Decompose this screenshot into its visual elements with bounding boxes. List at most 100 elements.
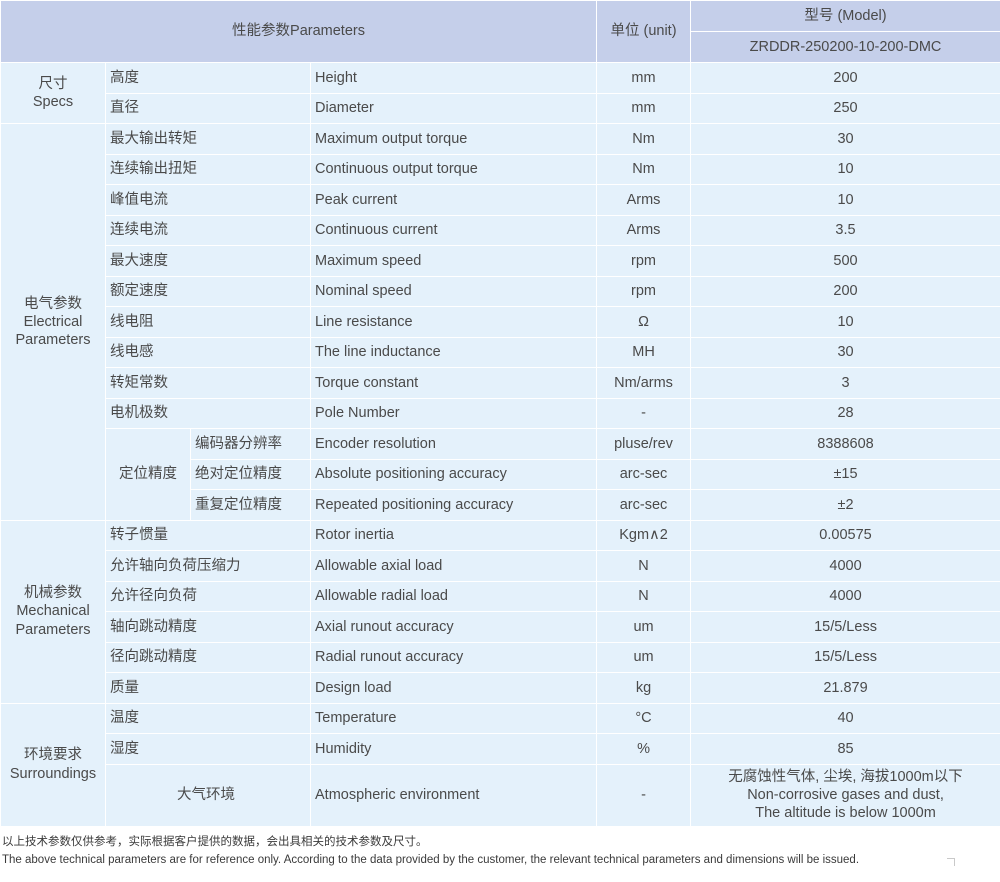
- param-name-cn: 最大输出转矩: [105, 123, 311, 155]
- param-value: 10: [690, 306, 1000, 338]
- param-unit: Arms: [596, 214, 692, 246]
- param-name-cn: 编码器分辨率: [190, 428, 311, 460]
- param-name-en: The line inductance: [309, 336, 598, 368]
- param-name-en: Maximum speed: [309, 245, 598, 277]
- param-name-en: Maximum output torque: [309, 123, 598, 155]
- param-unit: Nm: [596, 153, 692, 185]
- table-row: 电机极数 Pole Number - 28: [1, 397, 1000, 429]
- table-row: 定位精度 编码器分辨率 Encoder resolution pluse/rev…: [1, 428, 1000, 521]
- group-label-en-line1: Mechanical: [16, 603, 90, 620]
- group-label-cn: 尺寸: [38, 75, 68, 92]
- table-row: 峰值电流 Peak current Arms 10: [1, 184, 1000, 216]
- param-unit: Nm/arms: [596, 367, 692, 399]
- param-unit: arc-sec: [596, 458, 692, 490]
- param-name-cn: 转子惯量: [105, 519, 311, 551]
- param-name-cn: 额定速度: [105, 275, 311, 307]
- param-name-en: Peak current: [309, 184, 598, 216]
- table-row: 线电阻 Line resistance Ω 10: [1, 306, 1000, 338]
- group-label-specs: 尺寸 Specs: [0, 62, 106, 124]
- group-label-cn: 电气参数: [24, 295, 82, 312]
- table-row: 机械参数 Mechanical Parameters 转子惯量 Rotor in…: [0, 519, 1000, 704]
- param-name-cn: 径向跳动精度: [105, 641, 311, 673]
- header-parameters: 性能参数Parameters: [0, 0, 598, 63]
- param-value: 4000: [690, 580, 1000, 612]
- param-unit: kg: [596, 672, 692, 704]
- param-value: 10: [690, 153, 1000, 185]
- param-unit: -: [596, 763, 692, 827]
- group-label-cn: 机械参数: [24, 585, 82, 602]
- group-label-cn: 环境要求: [24, 747, 82, 764]
- table-row: 径向跳动精度 Radial runout accuracy um 15/5/Le…: [1, 641, 1000, 673]
- param-unit: um: [596, 611, 692, 643]
- param-unit: um: [596, 641, 692, 673]
- param-name-en: Line resistance: [309, 306, 598, 338]
- param-unit: pluse/rev: [596, 428, 692, 460]
- param-name-cn: 峰值电流: [105, 184, 311, 216]
- param-name-cn: 质量: [105, 672, 311, 704]
- param-name-en: Allowable axial load: [309, 550, 598, 582]
- param-value: 30: [690, 336, 1000, 368]
- param-value-multiline: 无腐蚀性气体, 尘埃, 海拔1000m以下 Non-corrosive gase…: [690, 763, 1000, 827]
- param-unit: N: [596, 550, 692, 582]
- param-name-cn: 轴向跳动精度: [105, 611, 311, 643]
- param-name-en: Continuous current: [309, 214, 598, 246]
- param-name-en: Atmospheric environment: [309, 763, 598, 827]
- table-body: 尺寸 Specs 高度 Height mm 200 直径 Diameter mm…: [0, 62, 1000, 827]
- table-row: 转矩常数 Torque constant Nm/arms 3: [1, 367, 1000, 399]
- param-unit: mm: [596, 62, 692, 94]
- atmospheric-value-line2: Non-corrosive gases and dust,: [747, 786, 944, 803]
- table-row: 额定速度 Nominal speed rpm 200: [1, 275, 1000, 307]
- group-label-en-line1: Electrical: [23, 313, 83, 330]
- table-row: 绝对定位精度 Absolute positioning accuracy arc…: [1, 458, 1000, 490]
- group-label-electrical: 电气参数 Electrical Parameters: [0, 123, 106, 521]
- param-value: ±2: [690, 489, 1000, 521]
- param-name-en: Design load: [309, 672, 598, 704]
- param-name-en: Rotor inertia: [309, 519, 598, 551]
- param-name-en: Allowable radial load: [309, 580, 598, 612]
- param-unit: Nm: [596, 123, 692, 155]
- table-row: 最大速度 Maximum speed rpm 500: [1, 245, 1000, 277]
- param-value: 200: [690, 62, 1000, 94]
- group-label-mechanical: 机械参数 Mechanical Parameters: [0, 519, 106, 704]
- param-name-cn: 线电感: [105, 336, 311, 368]
- param-value: 15/5/Less: [690, 641, 1000, 673]
- param-name-en: Nominal speed: [309, 275, 598, 307]
- param-value: 28: [690, 397, 1000, 429]
- table-row: 轴向跳动精度 Axial runout accuracy um 15/5/Les…: [1, 611, 1000, 643]
- table-row: 电气参数 Electrical Parameters 最大输出转矩 Maximu…: [0, 123, 1000, 521]
- atmospheric-value-line3: The altitude is below 1000m: [755, 805, 936, 822]
- param-name-en: Continuous output torque: [309, 153, 598, 185]
- param-unit: mm: [596, 92, 692, 124]
- param-value: 85: [690, 733, 1000, 765]
- table-row: 重复定位精度 Repeated positioning accuracy arc…: [1, 489, 1000, 521]
- param-unit: °C: [596, 702, 692, 734]
- table-row: 湿度 Humidity % 85: [1, 733, 1000, 765]
- footnote: 以上技术参数仅供参考，实际根据客户提供的数据，会出具相关的技术参数及尺寸。 Th…: [0, 827, 1000, 870]
- table-row: 环境要求 Surroundings 温度 Temperature °C 40: [0, 702, 1000, 827]
- table-row: 直径 Diameter mm 250: [1, 92, 1000, 124]
- param-value: 500: [690, 245, 1000, 277]
- param-name-en: Absolute positioning accuracy: [309, 458, 598, 490]
- param-unit: N: [596, 580, 692, 612]
- param-name-en: Radial runout accuracy: [309, 641, 598, 673]
- param-name-en: Humidity: [309, 733, 598, 765]
- table-row-atmospheric: 大气环境 Atmospheric environment - 无腐蚀性气体, 尘…: [1, 763, 1000, 827]
- footnote-cn: 以上技术参数仅供参考，实际根据客户提供的数据，会出具相关的技术参数及尺寸。: [2, 835, 428, 848]
- param-name-en: Pole Number: [309, 397, 598, 429]
- group-label-surroundings: 环境要求 Surroundings: [0, 702, 106, 827]
- param-name-cn: 绝对定位精度: [190, 458, 311, 490]
- param-name-en: Temperature: [309, 702, 598, 734]
- atmospheric-value-line1: 无腐蚀性气体, 尘埃, 海拔1000m以下: [728, 768, 963, 785]
- header-model-name: ZRDDR-250200-10-200-DMC: [690, 31, 1000, 63]
- param-name-cn: 直径: [105, 92, 311, 124]
- header-unit: 单位 (unit): [596, 0, 692, 63]
- param-name-cn: 允许径向负荷: [105, 580, 311, 612]
- param-value: 10: [690, 184, 1000, 216]
- param-name-en: Diameter: [309, 92, 598, 124]
- header-model: 型号 (Model): [690, 0, 1000, 32]
- param-name-cn: 大气环境: [105, 763, 311, 827]
- param-name-cn: 重复定位精度: [190, 489, 311, 521]
- table-header: 性能参数Parameters 单位 (unit) 型号 (Model) ZRDD…: [0, 0, 1000, 63]
- param-value: 3.5: [690, 214, 1000, 246]
